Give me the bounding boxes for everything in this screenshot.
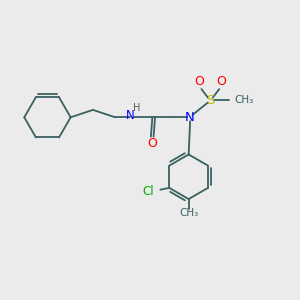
Text: N: N	[185, 111, 195, 124]
Text: S: S	[206, 94, 214, 106]
Text: Cl: Cl	[143, 185, 154, 198]
Text: H: H	[133, 103, 140, 113]
Text: CH₃: CH₃	[179, 208, 198, 218]
Text: CH₃: CH₃	[235, 95, 254, 105]
Text: N: N	[126, 109, 134, 122]
Text: O: O	[194, 75, 204, 88]
Text: O: O	[147, 137, 157, 150]
Text: O: O	[217, 75, 226, 88]
